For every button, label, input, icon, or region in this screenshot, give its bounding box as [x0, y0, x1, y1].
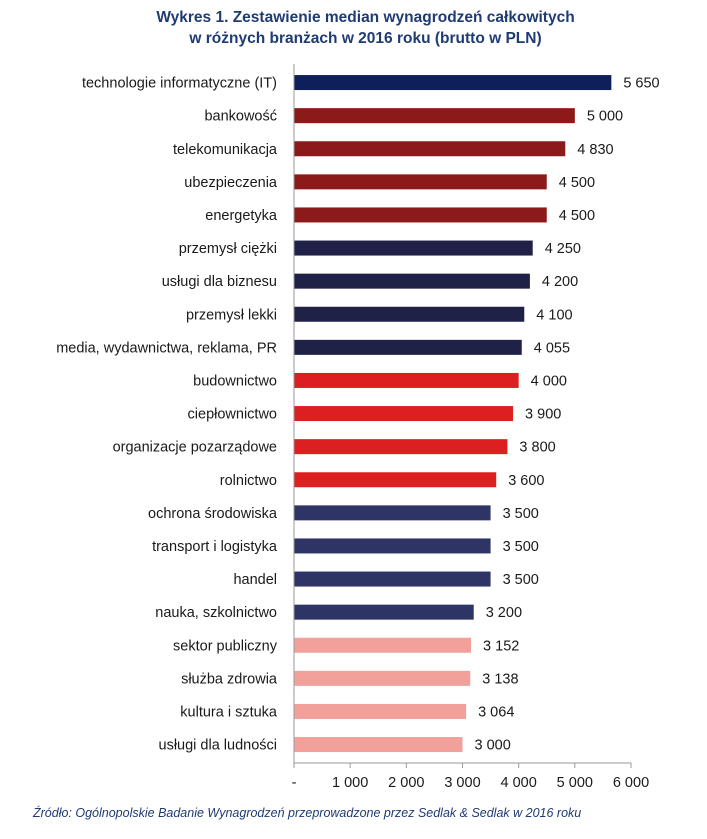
- value-label: 4 500: [559, 208, 595, 224]
- bar: [294, 273, 530, 289]
- value-label: 3 000: [475, 738, 511, 754]
- chart-subtitle: w różnych branżach w 2016 roku (brutto w…: [189, 30, 542, 47]
- category-label: usługi dla ludności: [159, 738, 278, 754]
- x-tick-label: 5 000: [557, 775, 593, 791]
- category-label: kultura i sztuka: [180, 704, 278, 720]
- category-label: transport i logistyka: [152, 539, 278, 555]
- value-label: 3 600: [508, 473, 544, 489]
- x-tick-label: 1 000: [332, 775, 368, 791]
- value-label: 4 830: [577, 142, 613, 158]
- category-label: rolnictwo: [220, 473, 277, 489]
- x-tick-label: 6 000: [613, 775, 649, 791]
- category-label: przemysł lekki: [186, 307, 277, 323]
- category-label: handel: [233, 572, 277, 588]
- value-label: 3 138: [482, 671, 518, 687]
- x-tick-label: 3 000: [444, 775, 480, 791]
- category-label: usługi dla biznesu: [162, 274, 277, 290]
- bar: [294, 737, 463, 753]
- bar: [294, 703, 467, 719]
- bar: [294, 538, 491, 554]
- bar: [294, 505, 491, 521]
- value-label: 3 200: [486, 605, 522, 621]
- bar: [294, 108, 575, 124]
- category-label: technologie informatyczne (IT): [82, 76, 277, 92]
- value-label: 4 250: [545, 241, 581, 257]
- bar: [294, 207, 547, 223]
- value-label: 3 500: [503, 539, 539, 555]
- value-label: 4 055: [534, 340, 570, 356]
- bar: [294, 604, 474, 620]
- value-label: 3 900: [525, 407, 561, 423]
- source-note: Źródło: Ogólnopolskie Badanie Wynagrodze…: [33, 806, 582, 820]
- category-label: bankowość: [204, 109, 277, 125]
- bar: [294, 670, 471, 686]
- x-tick-label: -: [292, 775, 297, 791]
- value-label: 3 500: [503, 572, 539, 588]
- category-label: nauka, szkolnictwo: [155, 605, 277, 621]
- bar: [294, 406, 514, 422]
- value-label: 4 500: [559, 175, 595, 191]
- category-label: ochrona środowiska: [148, 506, 278, 522]
- bar: [294, 174, 547, 190]
- bar: [294, 637, 472, 653]
- bar: [294, 472, 497, 488]
- bar: [294, 571, 491, 587]
- value-label: 4 000: [531, 373, 567, 389]
- bar: [294, 372, 519, 388]
- value-label: 4 200: [542, 274, 578, 290]
- category-label: budownictwo: [193, 373, 277, 389]
- category-label: przemysł ciężki: [179, 241, 277, 257]
- category-label: energetyka: [205, 208, 278, 224]
- bar: [294, 75, 612, 91]
- x-tick-label: 4 000: [501, 775, 537, 791]
- category-label: ubezpieczenia: [184, 175, 278, 191]
- value-label: 4 100: [536, 307, 572, 323]
- value-label: 3 500: [503, 506, 539, 522]
- category-label: służba zdrowia: [181, 671, 278, 687]
- category-label: media, wydawnictwa, reklama, PR: [56, 340, 277, 356]
- bar: [294, 439, 508, 455]
- bar: [294, 240, 533, 256]
- value-label: 3 064: [478, 704, 514, 720]
- category-label: telekomunikacja: [173, 142, 278, 158]
- bar: [294, 339, 522, 355]
- chart-title: Wykres 1. Zestawienie median wynagrodzeń…: [156, 9, 575, 26]
- x-tick-label: 2 000: [388, 775, 424, 791]
- bar-chart: technologie informatyczne (IT) 5 650 banko…: [56, 64, 660, 791]
- value-label: 5 000: [587, 109, 623, 125]
- category-label: sektor publiczny: [173, 638, 278, 654]
- bar: [294, 306, 525, 322]
- bar: [294, 141, 566, 157]
- value-label: 3 800: [519, 440, 555, 456]
- category-label: ciepłownictwo: [188, 407, 277, 423]
- category-label: organizacje pozarządowe: [113, 440, 277, 456]
- value-label: 3 152: [483, 638, 519, 654]
- value-label: 5 650: [623, 76, 659, 92]
